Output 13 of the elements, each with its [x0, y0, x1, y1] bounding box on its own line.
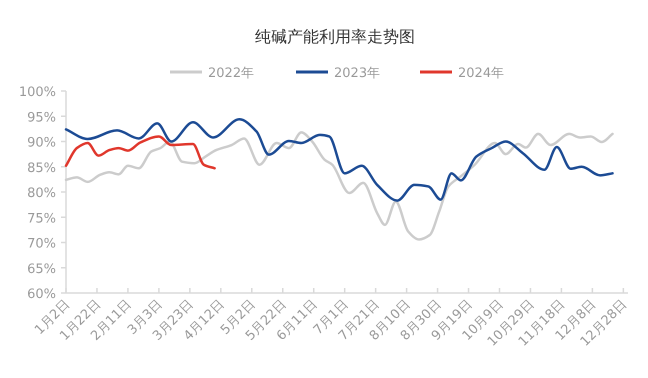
y-tick-label: 70%	[27, 236, 56, 252]
y-tick-label: 95%	[27, 110, 56, 126]
y-tick-label: 60%	[27, 287, 56, 302]
title: 纯碱产能利用率走势图	[255, 27, 415, 46]
y-tick-label: 65%	[27, 262, 56, 277]
y-tick-label: 100%	[18, 85, 56, 100]
y-tick-label: 90%	[27, 136, 56, 150]
legend-label: 2024年	[458, 66, 504, 81]
legend-label: 2022年	[208, 66, 254, 81]
y-tick-label: 80%	[27, 186, 56, 201]
legend-label: 2023年	[334, 66, 380, 81]
y-tick-label: 75%	[27, 211, 56, 226]
y-tick-label: 85%	[27, 160, 56, 176]
